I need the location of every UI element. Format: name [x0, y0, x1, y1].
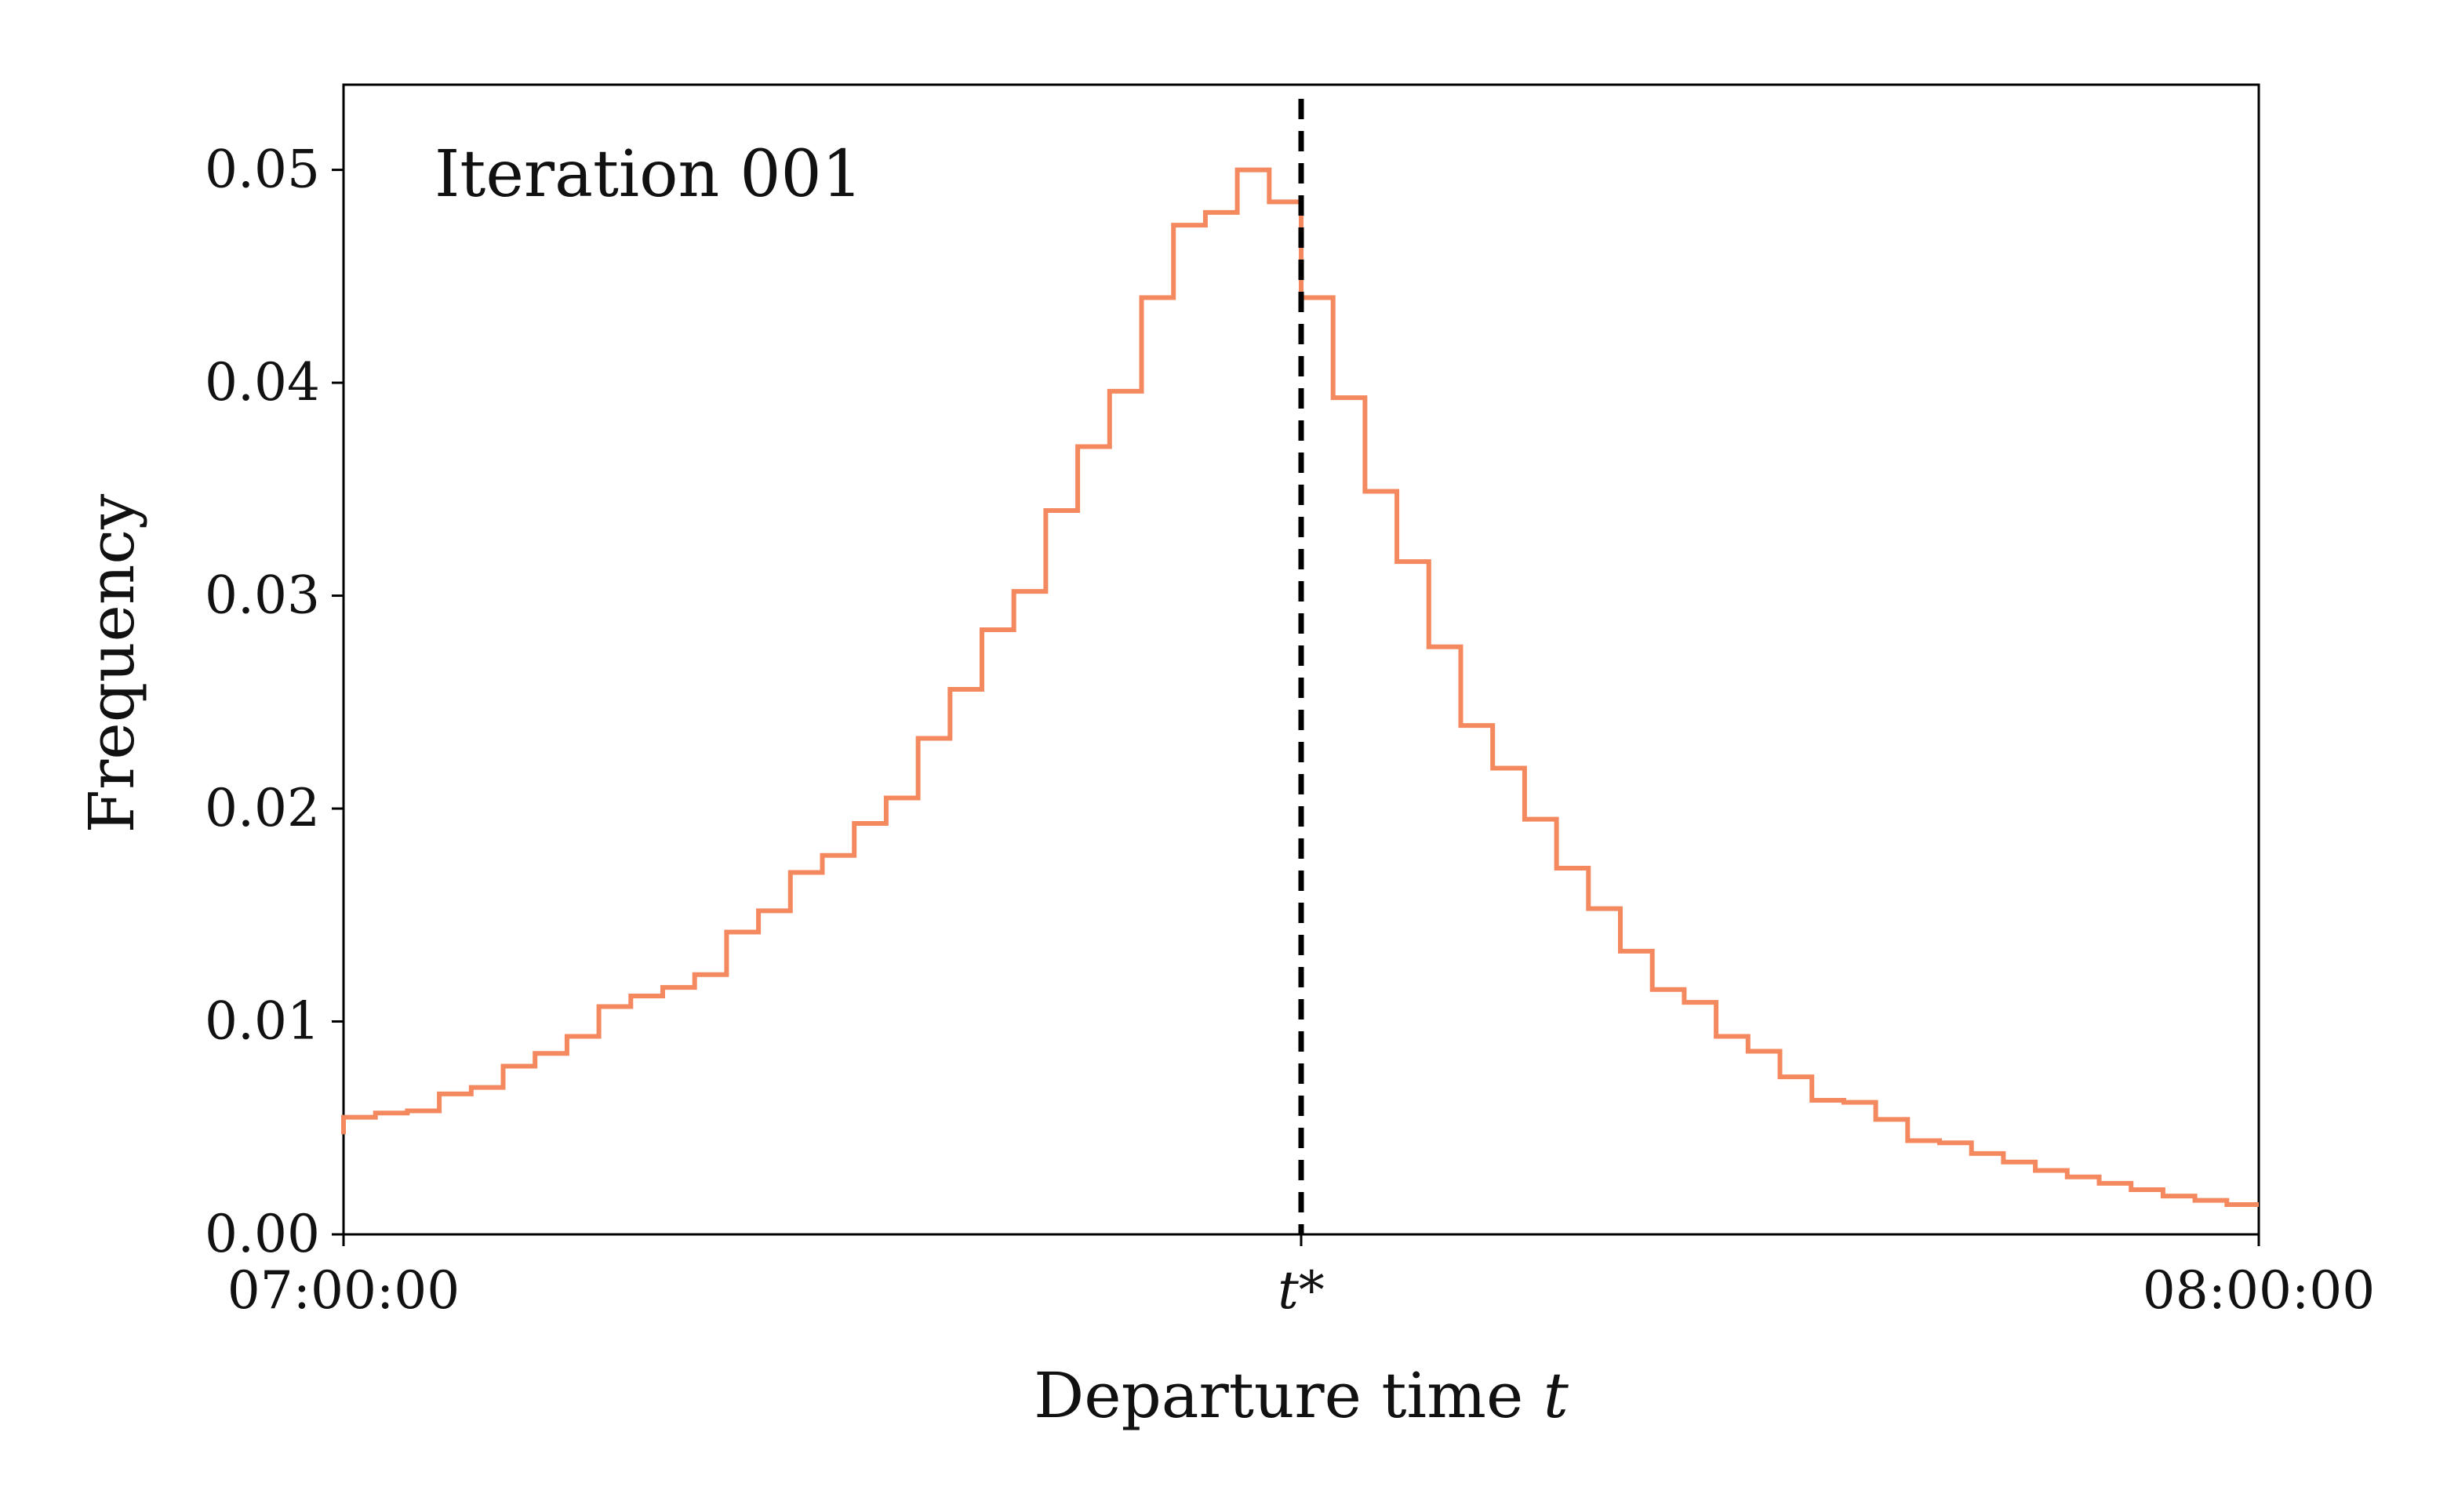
y-tick-label: 0.03 [205, 565, 320, 626]
y-tick-label: 0.02 [205, 778, 320, 838]
x-tick-label: 07:00:00 [227, 1260, 460, 1321]
y-axis-label: Frequency [75, 494, 148, 834]
x-axis-label-variable: t [1543, 1359, 1569, 1432]
x-axis-label: Departure time t [1034, 1359, 1569, 1432]
y-tick-label: 0.04 [205, 352, 320, 413]
x-tick-label: t* [1278, 1260, 1325, 1321]
annotation-iteration: Iteration 001 [434, 137, 863, 212]
tick-group: 0.00 0.01 0.02 0.03 0.04 0.05 07:00:00 t* 08:00:… [205, 140, 2375, 1321]
x-axis-label-text: Departure time [1034, 1359, 1543, 1432]
y-tick-label: 0.01 [205, 991, 320, 1052]
x-tick-label: 08:00:00 [2143, 1260, 2375, 1321]
y-tick-label: 0.00 [205, 1204, 320, 1264]
y-tick-label: 0.05 [205, 140, 320, 200]
